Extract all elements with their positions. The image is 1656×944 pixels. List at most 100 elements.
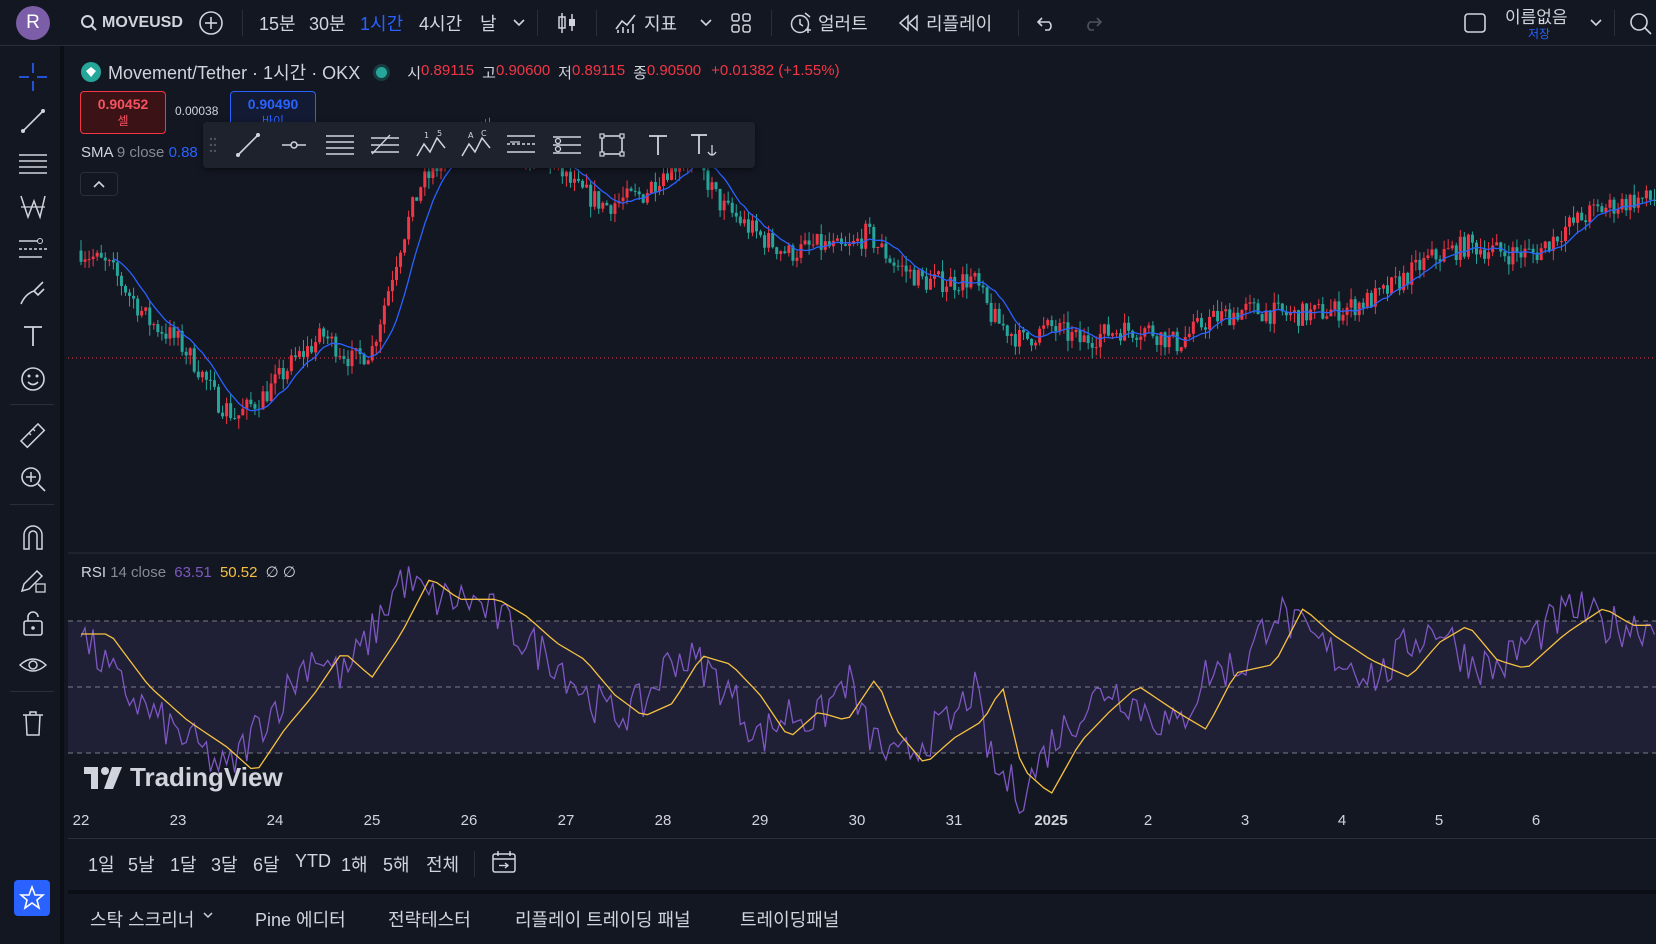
time-axis[interactable]: 22 23 24 25 26 27 28 29 30 31 2025 2 3 4 5 6 [68,808,1656,836]
range-ytd[interactable]: YTD [295,851,331,871]
tab-strategy-tester[interactable]: 전략테스터 [388,910,471,930]
range-all[interactable]: 전체 [426,855,460,875]
range-6m[interactable]: 6달 [253,855,280,875]
candle-body [200,371,204,378]
projection-button[interactable] [549,128,585,162]
candle-body [1252,302,1256,304]
interval-30m[interactable]: 30분 [309,14,346,34]
forecast-tool[interactable] [16,233,50,267]
rectangle-button[interactable] [594,128,630,162]
candle-body [362,353,366,365]
layout-name[interactable]: 이름없음 [1505,7,1568,27]
indicators-button[interactable]: 지표 [614,0,677,46]
anchored-text-button[interactable] [685,128,721,162]
fib-tool[interactable] [16,147,50,181]
collapse-legend-button[interactable] [80,172,118,196]
forecast-button[interactable] [503,128,539,162]
chart-canvas[interactable] [68,46,1656,838]
rsi-args: 14 close [110,564,167,581]
alert-button[interactable]: 얼러트 [788,0,868,46]
candle-body [1062,322,1066,324]
candle-body [1442,249,1446,262]
candle-body [1292,310,1296,313]
keep-drawing-tool[interactable] [16,563,50,597]
symbol-search[interactable]: MOVEUSD [80,0,183,46]
magnet-tool[interactable] [16,520,50,554]
rsi-legend[interactable]: RSI 14 close 63.51 50.52 ∅ ∅ [81,563,296,581]
grid-icon [730,12,752,34]
tab-pine-editor[interactable]: Pine 에디터 [255,910,346,930]
candle-body [856,238,860,242]
tradingview-logo[interactable]: TradingView [84,762,283,793]
drag-handle[interactable] [203,128,223,162]
zoom-tool[interactable] [16,462,50,496]
replay-button[interactable]: 리플레이 [898,0,992,46]
parallel-channel-button[interactable] [322,128,358,162]
range-3m[interactable]: 3달 [211,855,238,875]
fullscreen-toggle[interactable] [1463,0,1487,46]
brush-tool[interactable] [16,276,50,310]
candle-body [1090,343,1094,348]
indicators-dropdown[interactable] [699,0,713,46]
candle-body [204,371,208,380]
symbol-legend[interactable]: Movement/Tether · 1시간 · OKX 시 0.89115 고 0.… [81,60,840,84]
alert-label: 얼러트 [818,14,868,34]
interval-day[interactable]: 날 [480,14,497,34]
undo-button[interactable] [1035,0,1057,46]
go-to-date-button[interactable] [491,849,517,875]
lock-drawings-tool[interactable] [16,606,50,640]
interval-15m[interactable]: 15분 [259,14,296,34]
range-1y[interactable]: 1해 [341,855,368,875]
candle-body [1191,321,1195,334]
tab-trading-panel[interactable]: 트레이딩패널 [740,910,840,930]
layout-grid-button[interactable] [730,0,752,46]
sma-name: SMA [81,144,113,161]
trend-line-button[interactable] [230,128,266,162]
interval-4h[interactable]: 4시간 [419,14,463,34]
hide-drawings-tool[interactable] [16,649,50,683]
candle-body [645,193,649,203]
tab-screener-dropdown[interactable] [202,909,214,921]
range-5y[interactable]: 5해 [383,855,410,875]
horizontal-ray-button[interactable] [276,128,312,162]
svg-text:1: 1 [424,131,429,140]
user-avatar[interactable]: R [16,6,50,40]
compare-add-button[interactable] [198,0,224,46]
trend-line-tool[interactable] [16,104,50,138]
candle-body [1094,347,1098,349]
measure-tool[interactable] [16,419,50,453]
layout-dropdown[interactable] [1589,0,1603,46]
tab-stock-screener[interactable]: 스탁 스크리너 [90,910,195,930]
chart-pane[interactable] [68,46,1656,838]
interval-dropdown[interactable] [512,0,526,46]
emoji-tool[interactable] [16,362,50,396]
forecast-lines-icon [506,132,536,158]
save-status[interactable]: 저장 [1528,27,1551,41]
remove-drawings-tool[interactable] [16,706,50,740]
candle-body [1203,327,1207,330]
crosshair-tool[interactable] [16,60,50,94]
range-1m[interactable]: 1달 [170,855,197,875]
text-button[interactable] [640,128,676,162]
chart-type-button[interactable] [555,0,579,46]
text-tool[interactable] [16,319,50,353]
range-1d[interactable]: 1일 [88,855,115,875]
sell-button[interactable]: 0.90452 셀 [80,91,166,134]
sma-legend[interactable]: SMA 9 close 0.88 [81,144,198,161]
interval-1h[interactable]: 1시간 [360,14,404,34]
watchlist-star-button[interactable] [14,880,50,916]
range-5d[interactable]: 5날 [128,855,155,875]
candle-body [386,291,390,306]
magnet-icon [20,523,46,551]
symbol-label: MOVEUSD [102,14,183,31]
candle-body [888,258,892,263]
quick-search-button[interactable] [1628,0,1652,46]
low-value: 0.89115 [571,61,626,79]
fib-retracement-button[interactable] [367,128,403,162]
candle-body [1628,194,1632,211]
tab-replay-trading-panel[interactable]: 리플레이 트레이딩 패널 [515,910,691,930]
pattern-tool[interactable] [16,190,50,224]
redo-button[interactable] [1082,0,1104,46]
